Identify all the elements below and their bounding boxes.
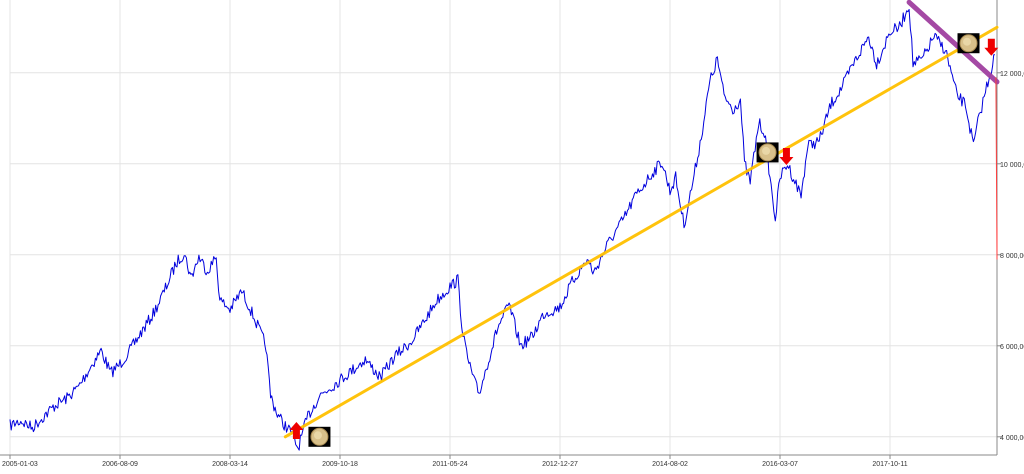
x-tick-label: 2008-03-14 xyxy=(212,461,248,468)
y-tick-label: 8 000,00 xyxy=(1000,253,1024,260)
arrow-down-icon xyxy=(984,38,999,56)
y-tick-label: 6 000,00 xyxy=(1000,344,1024,351)
x-tick-label: 2012-12-27 xyxy=(542,461,578,468)
coin-icon-highlight xyxy=(313,431,322,440)
series-layer xyxy=(9,9,996,451)
support-trendline xyxy=(283,25,999,439)
x-tick-label: 2017-10-11 xyxy=(872,461,907,468)
resistance-trendline xyxy=(906,0,1000,85)
x-tick-label: 2009-10-18 xyxy=(322,461,358,468)
coin-icon xyxy=(756,142,779,163)
arrow-up-icon xyxy=(289,421,304,439)
y-tick-label: 4 000,00 xyxy=(1000,435,1024,442)
x-tick-label: 2014-08-02 xyxy=(652,461,688,468)
x-tick-label: 2005-01-03 xyxy=(2,461,38,468)
coin-icon-highlight xyxy=(762,146,771,155)
y-tick-label: 10 000,00 xyxy=(1000,162,1024,169)
grid-layer xyxy=(9,0,1001,459)
x-tick-labels: 2005-01-03 2006-08-09 2008-03-14 2009-10-18… xyxy=(2,461,908,468)
x-tick-label: 2016-03-07 xyxy=(762,461,798,468)
x-tick-label: 2011-05-24 xyxy=(432,461,467,468)
coin-icon-highlight xyxy=(963,37,972,46)
coin-icon xyxy=(308,426,331,447)
y-tick-label: 12 000,00 xyxy=(1000,71,1024,78)
y-tick-labels: 4 000,00 6 000,00 8 000,00 10 000,00 12 000,… xyxy=(1000,71,1024,442)
coin-icon xyxy=(957,33,980,54)
x-tick-label: 2006-08-09 xyxy=(102,461,138,468)
arrow-down-icon xyxy=(779,147,794,165)
price-series-line xyxy=(9,9,996,451)
annotation-layer xyxy=(283,0,1000,447)
